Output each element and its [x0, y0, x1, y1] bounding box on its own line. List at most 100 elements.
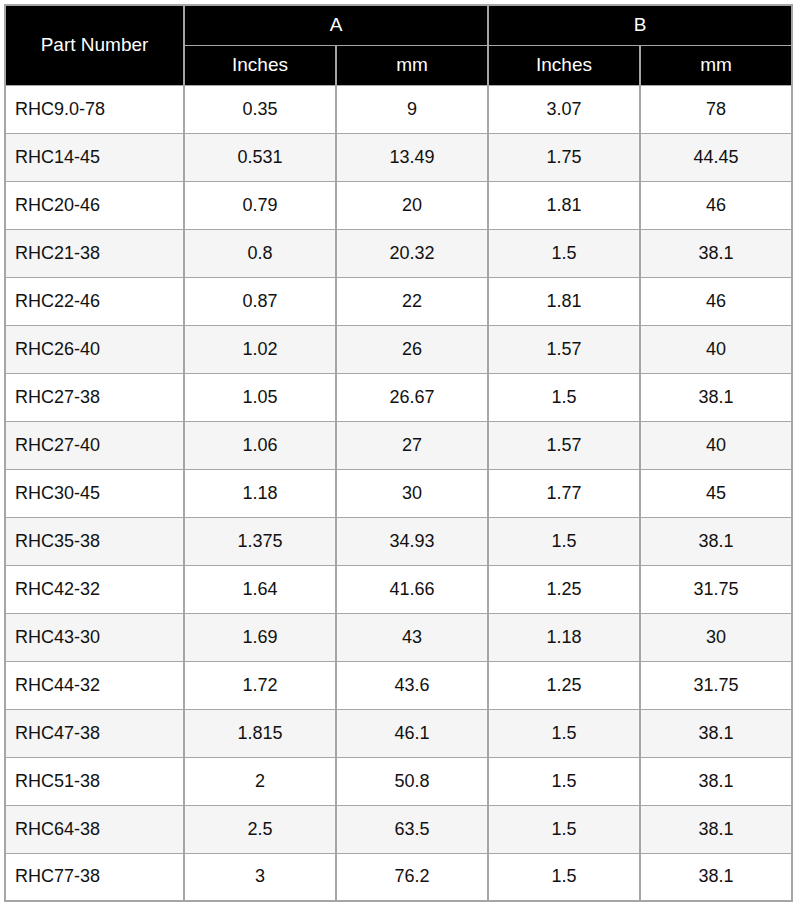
table-row: RHC43-301.69431.1830	[5, 613, 792, 661]
a-mm-cell: 9	[336, 85, 488, 133]
b-inches-cell: 1.81	[488, 277, 640, 325]
a-inches-cell: 1.815	[184, 709, 336, 757]
part-dimensions-table: Part Number A B Inches mm Inches mm RHC9…	[4, 4, 793, 902]
a-mm-cell: 43	[336, 613, 488, 661]
b-mm-cell: 31.75	[640, 661, 792, 709]
part-number-cell: RHC26-40	[5, 325, 184, 373]
b-mm-cell: 40	[640, 325, 792, 373]
a-mm-cell: 20	[336, 181, 488, 229]
a-mm-cell: 76.2	[336, 853, 488, 901]
table-row: RHC47-381.81546.11.538.1	[5, 709, 792, 757]
a-inches-cell: 1.69	[184, 613, 336, 661]
a-inches-cell: 1.64	[184, 565, 336, 613]
part-number-cell: RHC27-40	[5, 421, 184, 469]
page: Part Number A B Inches mm Inches mm RHC9…	[0, 0, 800, 906]
part-number-cell: RHC43-30	[5, 613, 184, 661]
b-mm-cell: 38.1	[640, 757, 792, 805]
table-row: RHC44-321.7243.61.2531.75	[5, 661, 792, 709]
a-inches-cell: 1.06	[184, 421, 336, 469]
a-mm-cell: 22	[336, 277, 488, 325]
part-number-cell: RHC42-32	[5, 565, 184, 613]
table-row: RHC77-38376.21.538.1	[5, 853, 792, 901]
column-header-a-mm: mm	[336, 45, 488, 85]
a-inches-cell: 0.87	[184, 277, 336, 325]
part-number-cell: RHC9.0-78	[5, 85, 184, 133]
header-group-row: Part Number A B	[5, 5, 792, 45]
b-mm-cell: 38.1	[640, 805, 792, 853]
a-inches-cell: 1.18	[184, 469, 336, 517]
part-number-cell: RHC44-32	[5, 661, 184, 709]
part-number-cell: RHC20-46	[5, 181, 184, 229]
b-inches-cell: 1.5	[488, 709, 640, 757]
column-group-a: A	[184, 5, 488, 45]
a-mm-cell: 50.8	[336, 757, 488, 805]
b-mm-cell: 38.1	[640, 373, 792, 421]
table-row: RHC51-38250.81.538.1	[5, 757, 792, 805]
a-mm-cell: 46.1	[336, 709, 488, 757]
a-mm-cell: 26.67	[336, 373, 488, 421]
a-inches-cell: 1.375	[184, 517, 336, 565]
a-mm-cell: 26	[336, 325, 488, 373]
a-mm-cell: 41.66	[336, 565, 488, 613]
a-inches-cell: 0.35	[184, 85, 336, 133]
table-row: RHC27-381.0526.671.538.1	[5, 373, 792, 421]
b-inches-cell: 3.07	[488, 85, 640, 133]
a-inches-cell: 3	[184, 853, 336, 901]
table-row: RHC64-382.563.51.538.1	[5, 805, 792, 853]
table-row: RHC35-381.37534.931.538.1	[5, 517, 792, 565]
a-mm-cell: 13.49	[336, 133, 488, 181]
b-inches-cell: 1.18	[488, 613, 640, 661]
part-number-cell: RHC51-38	[5, 757, 184, 805]
b-inches-cell: 1.81	[488, 181, 640, 229]
b-mm-cell: 46	[640, 277, 792, 325]
b-inches-cell: 1.25	[488, 565, 640, 613]
a-inches-cell: 0.531	[184, 133, 336, 181]
part-number-cell: RHC30-45	[5, 469, 184, 517]
a-inches-cell: 2	[184, 757, 336, 805]
b-inches-cell: 1.5	[488, 517, 640, 565]
part-number-cell: RHC27-38	[5, 373, 184, 421]
part-number-cell: RHC64-38	[5, 805, 184, 853]
a-inches-cell: 2.5	[184, 805, 336, 853]
b-mm-cell: 78	[640, 85, 792, 133]
a-inches-cell: 1.72	[184, 661, 336, 709]
b-mm-cell: 40	[640, 421, 792, 469]
b-inches-cell: 1.57	[488, 325, 640, 373]
b-mm-cell: 31.75	[640, 565, 792, 613]
table-row: RHC20-460.79201.8146	[5, 181, 792, 229]
part-number-cell: RHC14-45	[5, 133, 184, 181]
b-inches-cell: 1.5	[488, 757, 640, 805]
a-mm-cell: 34.93	[336, 517, 488, 565]
column-header-b-mm: mm	[640, 45, 792, 85]
b-inches-cell: 1.5	[488, 853, 640, 901]
b-mm-cell: 38.1	[640, 517, 792, 565]
table-row: RHC26-401.02261.5740	[5, 325, 792, 373]
b-mm-cell: 45	[640, 469, 792, 517]
a-inches-cell: 0.79	[184, 181, 336, 229]
table-header: Part Number A B Inches mm Inches mm	[5, 5, 792, 85]
column-header-part-number: Part Number	[5, 5, 184, 85]
b-mm-cell: 46	[640, 181, 792, 229]
table-row: RHC21-380.820.321.538.1	[5, 229, 792, 277]
column-header-a-inches: Inches	[184, 45, 336, 85]
table-row: RHC9.0-780.3593.0778	[5, 85, 792, 133]
a-inches-cell: 0.8	[184, 229, 336, 277]
a-inches-cell: 1.05	[184, 373, 336, 421]
b-mm-cell: 38.1	[640, 709, 792, 757]
table-row: RHC42-321.6441.661.2531.75	[5, 565, 792, 613]
table-row: RHC30-451.18301.7745	[5, 469, 792, 517]
a-inches-cell: 1.02	[184, 325, 336, 373]
b-inches-cell: 1.25	[488, 661, 640, 709]
b-mm-cell: 38.1	[640, 853, 792, 901]
b-inches-cell: 1.75	[488, 133, 640, 181]
part-number-cell: RHC21-38	[5, 229, 184, 277]
column-header-b-inches: Inches	[488, 45, 640, 85]
a-mm-cell: 63.5	[336, 805, 488, 853]
column-group-b: B	[488, 5, 792, 45]
part-number-cell: RHC77-38	[5, 853, 184, 901]
a-mm-cell: 20.32	[336, 229, 488, 277]
b-inches-cell: 1.77	[488, 469, 640, 517]
a-mm-cell: 27	[336, 421, 488, 469]
table-row: RHC14-450.53113.491.7544.45	[5, 133, 792, 181]
table-row: RHC27-401.06271.5740	[5, 421, 792, 469]
